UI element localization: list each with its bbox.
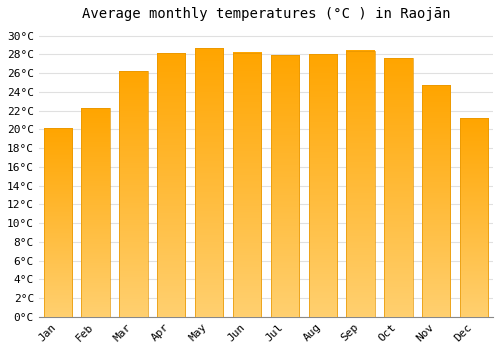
Bar [195,48,224,317]
Bar [346,51,375,317]
Bar [308,54,337,317]
Bar [384,58,412,317]
Bar [82,108,110,317]
Title: Average monthly temperatures (°C ) in Raojān: Average monthly temperatures (°C ) in Ra… [82,7,450,21]
Bar [157,54,186,317]
Bar [119,71,148,317]
Bar [44,128,72,317]
Bar [422,85,450,317]
Bar [270,55,299,317]
Bar [82,108,110,317]
Bar [384,58,412,317]
Bar [346,51,375,317]
Bar [195,48,224,317]
Bar [233,52,261,317]
Bar [233,52,261,317]
Bar [308,54,337,317]
Bar [270,55,299,317]
Bar [119,71,148,317]
Bar [44,128,72,317]
Bar [460,118,488,317]
Bar [460,118,488,317]
Bar [157,54,186,317]
Bar [422,85,450,317]
